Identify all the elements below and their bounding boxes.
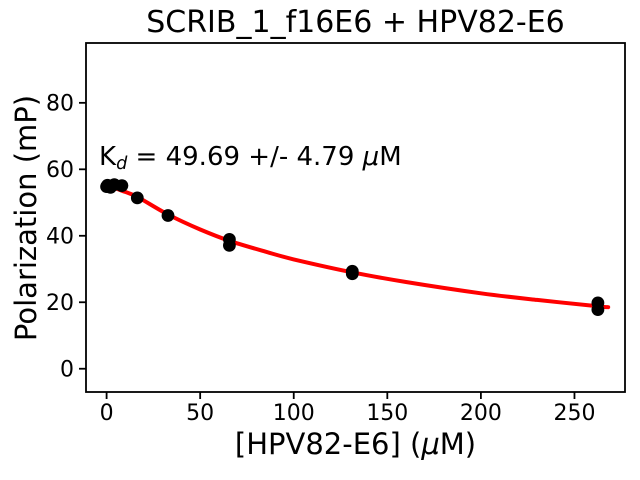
x-axis-label-mu: μ xyxy=(421,427,440,461)
kd-symbol: K xyxy=(99,142,117,172)
axes-border xyxy=(85,42,626,393)
y-tick-label: 60 xyxy=(46,158,74,183)
data-point xyxy=(345,267,359,281)
x-axis-label-unit: M) xyxy=(439,427,477,461)
x-tick-label: 50 xyxy=(186,401,214,426)
kd-subscript: d xyxy=(116,153,128,174)
data-point xyxy=(130,191,144,205)
x-axis-label-text: [HPV82-E6] ( xyxy=(234,427,422,461)
x-tick-label: 150 xyxy=(366,401,408,426)
data-point xyxy=(223,239,236,252)
kd-mu: μ xyxy=(362,142,380,172)
x-axis-label: [HPV82-E6] (μM) xyxy=(86,427,625,461)
kd-value: = 49.69 +/- 4.79 xyxy=(127,142,363,172)
kd-annotation: Kd = 49.69 +/- 4.79 μM xyxy=(99,142,402,174)
data-point xyxy=(161,209,175,222)
x-tick-label: 250 xyxy=(553,401,595,426)
x-tick-label: 100 xyxy=(273,401,315,426)
x-tick-label: 0 xyxy=(100,401,114,426)
y-tick-label: 40 xyxy=(46,224,74,249)
data-point xyxy=(591,303,605,316)
y-tick-label: 80 xyxy=(46,92,74,117)
kd-unit: M xyxy=(379,142,402,172)
y-tick-label: 0 xyxy=(60,357,74,382)
data-point xyxy=(115,179,129,193)
fit-curve xyxy=(104,182,611,310)
chart-title: SCRIB_1_f16E6 + HPV82-E6 xyxy=(146,5,565,40)
x-tick-label: 200 xyxy=(460,401,502,426)
y-tick-label: 20 xyxy=(46,291,74,316)
